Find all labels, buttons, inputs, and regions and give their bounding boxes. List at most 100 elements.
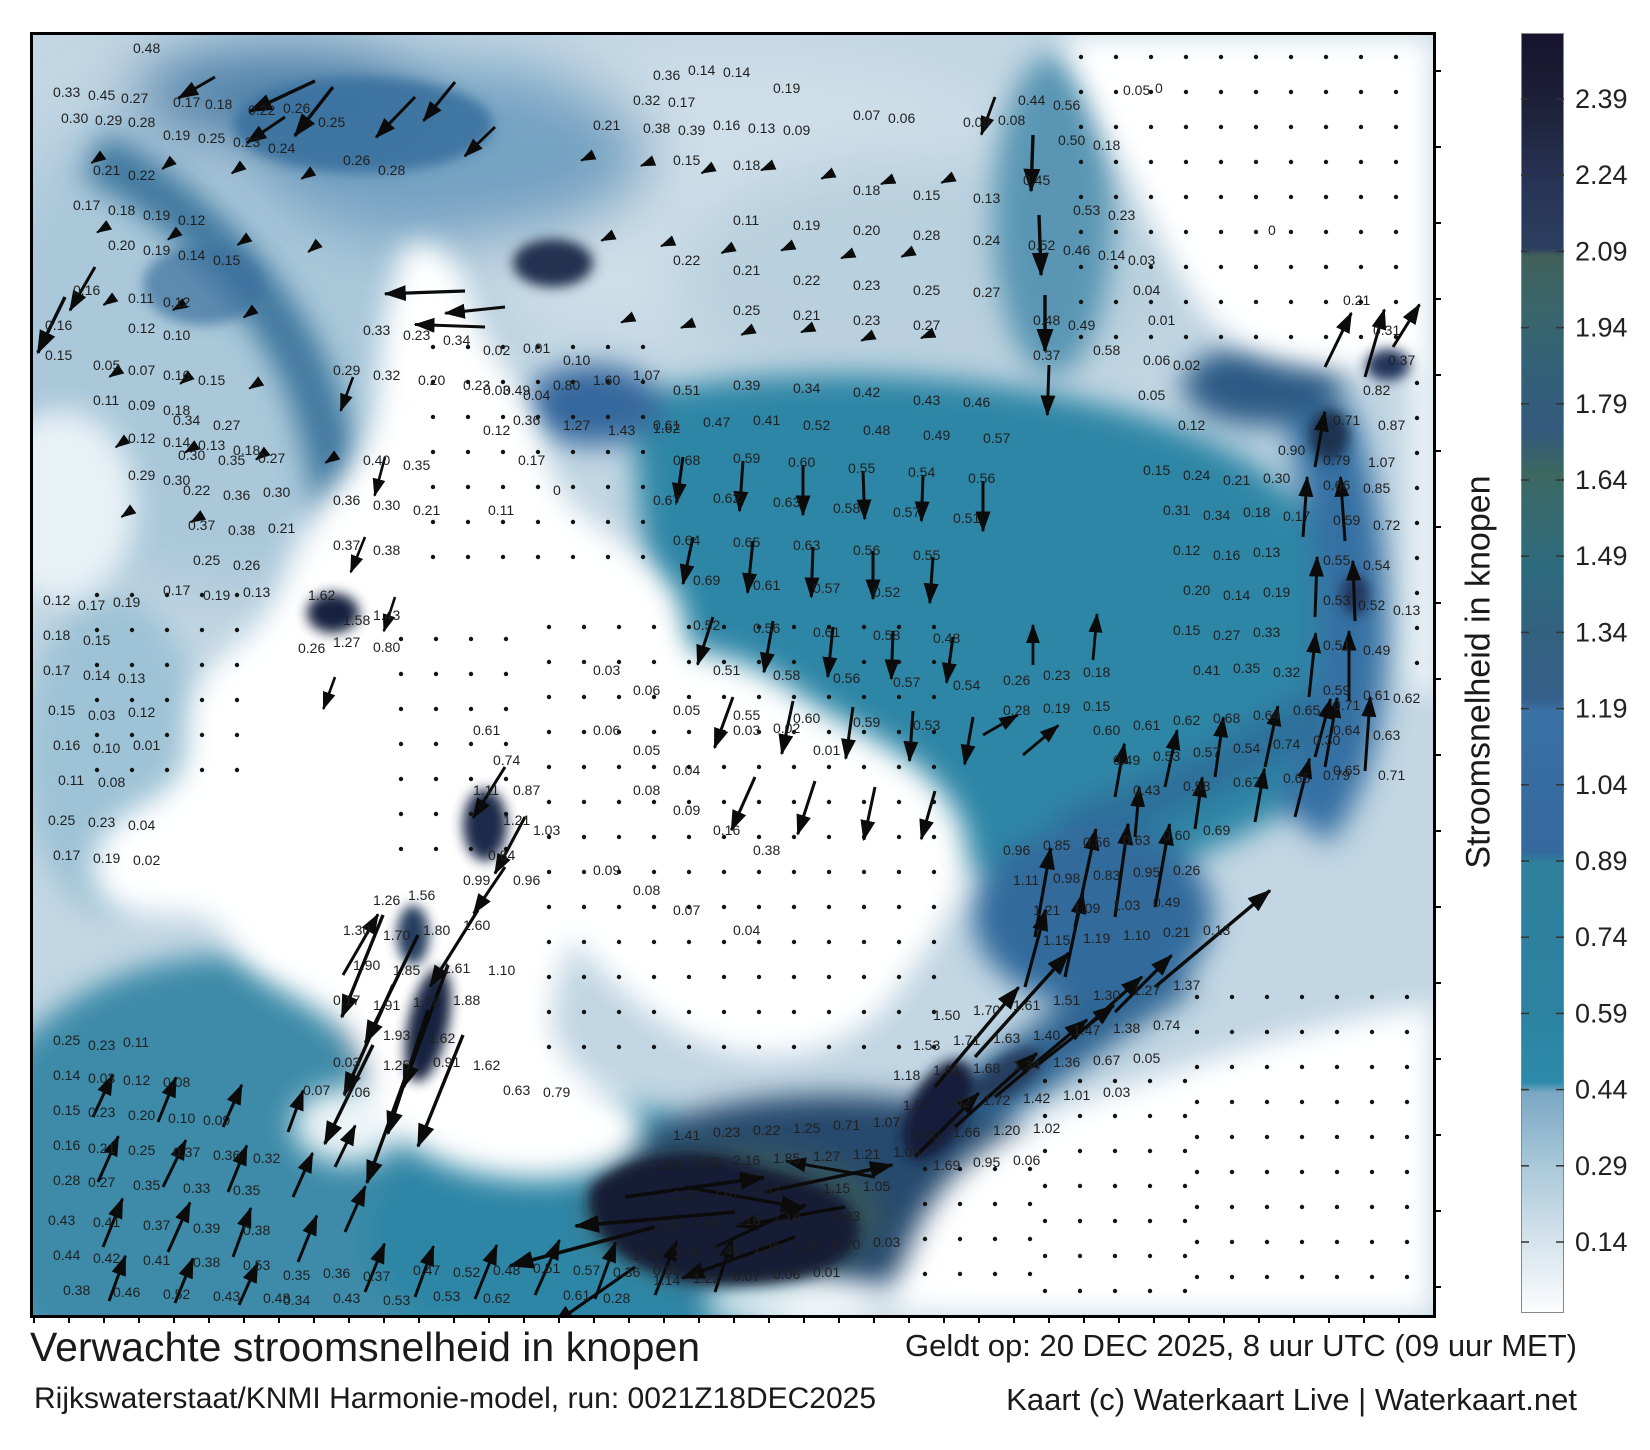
speed-label: 0.67 [1233, 774, 1260, 790]
grid-dot [640, 484, 646, 490]
grid-dot [1042, 1113, 1048, 1119]
grid-dot [581, 694, 587, 700]
grid-dot [1183, 229, 1189, 235]
grid-dot [503, 776, 509, 782]
grid-dot [546, 1009, 552, 1015]
speed-label: 0.36 [333, 492, 360, 508]
speed-label: 0.63 [1123, 832, 1150, 848]
speed-label: 0.17 [78, 597, 105, 613]
current-arrow [248, 79, 316, 113]
grid-dot [1078, 264, 1084, 270]
speed-label: 0.06 [773, 1266, 800, 1282]
valid-time-caption: Geldt op: 20 DEC 2025, 8 uur UTC (09 uur… [905, 1328, 1577, 1363]
grid-dot [931, 729, 937, 735]
map-subtitle: Rijkswaterstaat/KNMI Harmonie-model, run… [34, 1382, 877, 1415]
speed-label: 0.56 [833, 670, 860, 686]
speed-label: 0.71 [833, 1117, 860, 1133]
grid-dot [1113, 194, 1119, 200]
grid-dot [931, 694, 937, 700]
grid-dot [651, 799, 657, 805]
speed-label: 2.27 [673, 1187, 700, 1203]
grid-dot [651, 624, 657, 630]
grid-dot [500, 344, 506, 350]
grid-dot [546, 694, 552, 700]
grid-dot [651, 869, 657, 875]
speed-label: 0.08 [98, 774, 125, 790]
speed-label: 0.21 [733, 262, 760, 278]
speed-label: 0.14 [53, 1067, 80, 1083]
grid-dot [433, 741, 439, 747]
grid-dot [1183, 54, 1189, 60]
grid-dot [468, 846, 474, 852]
speed-label: 0.52 [873, 584, 900, 600]
current-arrow [1113, 742, 1129, 798]
speed-label: 0.12 [43, 592, 70, 608]
speed-label: 0.11 [488, 502, 514, 518]
speed-label: 1.10 [1123, 927, 1150, 943]
current-arrow [1040, 364, 1056, 417]
speed-label: 0.57 [573, 1262, 600, 1278]
grid-dot [896, 729, 902, 735]
grid-dot [94, 732, 100, 738]
speed-label: 0.43 [1133, 782, 1160, 798]
speed-label: 0.63 [1373, 727, 1400, 743]
speed-label: 0.13 [1393, 602, 1420, 618]
speed-label: 0.06 [343, 1084, 370, 1100]
grid-dot [1369, 1099, 1375, 1105]
speed-label: 0.79 [1323, 767, 1350, 783]
grid-dot [570, 379, 576, 385]
current-arrow [1153, 889, 1272, 989]
land-great-britain [93, 242, 713, 1180]
speed-label: 0.17 [333, 992, 360, 1008]
grid-dot [1229, 1064, 1235, 1070]
speed-label: 1.03 [533, 822, 560, 838]
grid-dot [791, 764, 797, 770]
speed-label: 0.31 [1373, 322, 1400, 338]
current-arrow [1153, 822, 1174, 908]
current-arrows [36, 75, 1421, 1315]
current-arrow [179, 370, 195, 385]
grid-dot [686, 694, 692, 700]
grid-dot [1404, 1029, 1410, 1035]
current-arrow [242, 304, 259, 319]
current-arrow [880, 173, 897, 186]
grid-dot [992, 1166, 998, 1172]
speed-label: 0.98 [1053, 870, 1080, 886]
grid-dot [1404, 1239, 1410, 1245]
grid-dot [234, 592, 240, 598]
grid-dot [465, 344, 471, 350]
grid-dot [1042, 1218, 1048, 1224]
speed-label: 0.21 [793, 307, 820, 323]
current-arrow [733, 460, 749, 513]
speed-label: 0.16 [45, 317, 72, 333]
speed-label: 0.37 [333, 537, 360, 553]
grid-dot [1264, 994, 1270, 1000]
current-arrow [167, 226, 183, 241]
grid-dot [1027, 1166, 1033, 1172]
speed-label: 0.57 [813, 580, 840, 596]
grid-dot [1288, 334, 1294, 340]
grid-dot [1299, 1099, 1305, 1105]
grid-dot [791, 624, 797, 630]
speed-label: 0.23 [713, 1124, 740, 1140]
grid-dot [465, 519, 471, 525]
grid-dot [1113, 124, 1119, 130]
speed-label: 0.49 [1153, 894, 1180, 910]
grid-dot [1323, 264, 1329, 270]
speed-label: 0.02 [133, 852, 160, 868]
grid-dot [1194, 994, 1200, 1000]
grid-dot [791, 729, 797, 735]
current-arrow [96, 1134, 120, 1183]
grid-dot [1393, 299, 1399, 305]
grid-dot [756, 904, 762, 910]
grid-dot [896, 939, 902, 945]
grid-dot [605, 449, 611, 455]
speed-label: 0.64 [1333, 722, 1360, 738]
speed-label: 0.37 [363, 1268, 390, 1284]
grid-dot [1288, 299, 1294, 305]
grid-dot [605, 379, 611, 385]
speed-label: 0.58 [773, 667, 800, 683]
speed-label: 0.09 [963, 114, 990, 130]
grid-dot [1218, 229, 1224, 235]
grid-dot [1414, 485, 1420, 491]
